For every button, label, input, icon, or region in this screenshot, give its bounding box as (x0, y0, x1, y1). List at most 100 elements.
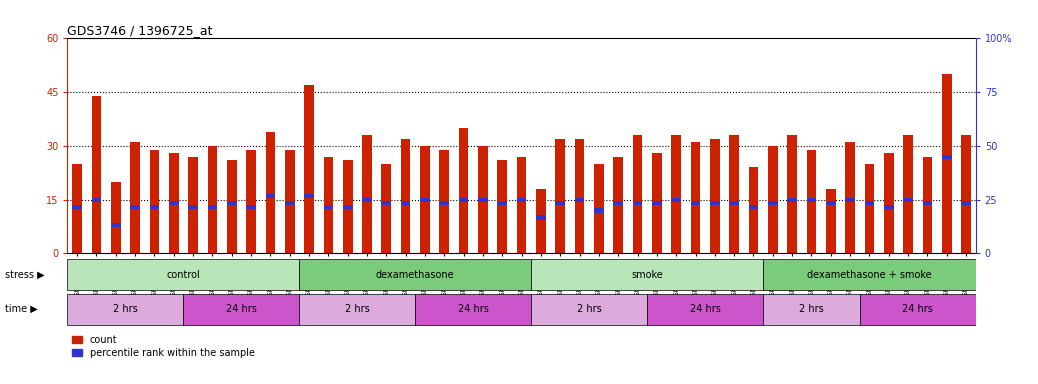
Bar (536, 189, 546, 253)
Bar (672, 135, 681, 253)
Bar (439, 149, 449, 253)
Bar (266, 194, 275, 198)
Bar (531, 259, 763, 290)
Bar (208, 146, 217, 253)
Bar (149, 205, 159, 209)
Bar (903, 197, 912, 202)
Bar (131, 205, 140, 209)
Bar (710, 139, 719, 253)
Bar (479, 146, 488, 253)
Bar (787, 197, 797, 202)
Bar (439, 201, 449, 205)
Bar (555, 139, 565, 253)
Bar (652, 153, 661, 253)
Bar (865, 164, 874, 253)
Bar (227, 201, 237, 205)
Bar (730, 201, 739, 205)
Bar (633, 201, 643, 205)
Bar (613, 157, 623, 253)
Bar (420, 146, 430, 253)
Text: dexamethasone + smoke: dexamethasone + smoke (808, 270, 932, 280)
Bar (111, 182, 120, 253)
Bar (246, 149, 256, 253)
Bar (497, 160, 508, 253)
Bar (884, 153, 894, 253)
Text: 2 hrs: 2 hrs (113, 304, 138, 314)
Bar (343, 205, 353, 209)
Bar (382, 164, 391, 253)
Bar (266, 132, 275, 253)
Bar (208, 205, 217, 209)
Bar (324, 205, 333, 209)
Bar (362, 135, 372, 253)
Bar (497, 201, 508, 205)
Bar (730, 135, 739, 253)
Bar (923, 201, 932, 205)
Text: 24 hrs: 24 hrs (902, 304, 933, 314)
Bar (690, 142, 701, 253)
Text: 24 hrs: 24 hrs (226, 304, 256, 314)
Bar (149, 149, 159, 253)
Bar (807, 149, 816, 253)
Bar (859, 293, 976, 324)
Text: 24 hrs: 24 hrs (458, 304, 489, 314)
Bar (67, 293, 184, 324)
Bar (188, 157, 198, 253)
Bar (401, 201, 410, 205)
Bar (865, 201, 874, 205)
Bar (420, 197, 430, 202)
Bar (343, 160, 353, 253)
Bar (903, 135, 912, 253)
Bar (555, 201, 565, 205)
Bar (304, 85, 313, 253)
Bar (961, 201, 971, 205)
Bar (479, 197, 488, 202)
Bar (284, 149, 295, 253)
Bar (652, 201, 661, 205)
Bar (710, 201, 719, 205)
Bar (763, 293, 859, 324)
Bar (169, 201, 179, 205)
Bar (961, 135, 971, 253)
Text: stress ▶: stress ▶ (5, 270, 45, 280)
Text: 24 hrs: 24 hrs (689, 304, 720, 314)
Bar (169, 153, 179, 253)
Bar (672, 197, 681, 202)
Text: 2 hrs: 2 hrs (577, 304, 602, 314)
Bar (768, 146, 777, 253)
Bar (67, 259, 299, 290)
Bar (401, 139, 410, 253)
Text: time ▶: time ▶ (5, 304, 38, 314)
Bar (845, 142, 855, 253)
Bar (690, 201, 701, 205)
Text: GDS3746 / 1396725_at: GDS3746 / 1396725_at (67, 24, 213, 37)
Bar (459, 197, 468, 202)
Legend: count, percentile rank within the sample: count, percentile rank within the sample (73, 335, 255, 358)
Bar (111, 223, 120, 227)
Bar (748, 167, 759, 253)
Bar (188, 205, 198, 209)
Bar (845, 197, 855, 202)
Bar (941, 154, 952, 159)
Bar (131, 142, 140, 253)
Bar (299, 293, 415, 324)
Bar (826, 201, 836, 205)
Text: dexamethasone: dexamethasone (376, 270, 455, 280)
Bar (73, 164, 82, 253)
Bar (748, 205, 759, 209)
Bar (826, 189, 836, 253)
Bar (575, 197, 584, 202)
Text: control: control (166, 270, 200, 280)
Bar (787, 135, 797, 253)
Bar (415, 293, 531, 324)
Bar (284, 201, 295, 205)
Bar (324, 157, 333, 253)
Text: 2 hrs: 2 hrs (345, 304, 370, 314)
Bar (382, 201, 391, 205)
Bar (227, 160, 237, 253)
Bar (91, 197, 102, 202)
Bar (613, 201, 623, 205)
Bar (594, 164, 604, 253)
Bar (768, 201, 777, 205)
Bar (763, 259, 976, 290)
